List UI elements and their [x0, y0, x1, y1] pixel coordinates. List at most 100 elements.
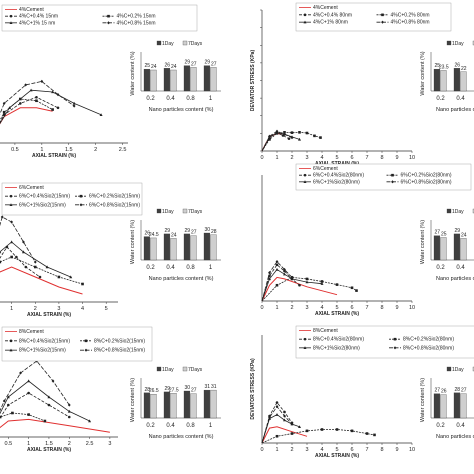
x-tick-label: 1 — [275, 305, 278, 311]
data-point — [373, 433, 376, 437]
x-axis-label: Nano particles content (%) — [436, 434, 474, 440]
bar — [433, 235, 441, 261]
data-point — [365, 432, 369, 435]
x-tick-label: 2 — [290, 305, 293, 311]
data-point — [283, 418, 286, 422]
series-line-2 — [261, 414, 300, 444]
legend-swatch — [182, 366, 188, 372]
x-tick-label: 2 — [94, 147, 97, 153]
data-point — [47, 403, 51, 407]
data-point — [24, 265, 28, 269]
legend-marker — [9, 14, 13, 18]
legend-label: 6%C+0.4%Sio2(80nm) — [313, 173, 364, 179]
bar-value-label: 26 — [454, 62, 460, 68]
legend-label: 8%C+0.4%Sio2(80nm) — [313, 337, 364, 343]
data-point — [56, 93, 60, 97]
bar-value-label: 26 — [441, 389, 447, 395]
legend-label: 7Days — [188, 209, 203, 215]
x-tick-label: 2.5 — [86, 441, 94, 447]
data-point — [275, 260, 279, 264]
legend-swatch — [156, 208, 162, 214]
x-tick-label: 5 — [105, 306, 108, 312]
legend-marker — [303, 337, 307, 341]
x-tick-label: 10 — [409, 305, 415, 311]
data-point — [0, 250, 2, 254]
series-line-2 — [0, 89, 102, 125]
data-point — [283, 131, 286, 134]
x-tick-label: 0 — [260, 305, 263, 311]
data-point — [69, 275, 73, 279]
data-point — [51, 90, 55, 94]
legend-marker — [381, 20, 384, 24]
legend-label: 4%Cement — [19, 7, 44, 13]
legend-swatch — [182, 40, 188, 46]
data-point — [305, 429, 309, 433]
category-label: 0.4 — [166, 423, 175, 429]
x-axis-label: AXIAL STRAIN (%) — [32, 153, 76, 159]
bar — [190, 235, 197, 261]
x-tick-label: 5 — [335, 447, 338, 453]
bar — [433, 68, 441, 92]
legend-label: 4%C+0.4% 15nm — [19, 14, 58, 20]
data-point — [275, 404, 279, 409]
legend-swatch — [156, 40, 162, 46]
x-tick-label: 1 — [275, 447, 278, 453]
category-label: 0.2 — [146, 423, 155, 429]
legend-label: 6%C+0.4%Sio2(15nm) — [19, 194, 70, 200]
bar — [440, 237, 447, 261]
bar — [163, 233, 171, 261]
bar — [203, 65, 211, 92]
bar-value-label: 29 — [164, 386, 170, 392]
x-tick-label: 7 — [365, 155, 368, 161]
series-line-0 — [261, 426, 308, 444]
data-point — [275, 263, 279, 267]
series-line-3 — [0, 412, 46, 422]
data-point — [275, 434, 279, 438]
data-point — [298, 283, 301, 287]
bar-value-label: 27.5 — [169, 387, 179, 393]
series-line-4 — [0, 216, 36, 263]
legend-label: 4%C+0.8% 80nm — [391, 20, 430, 26]
data-point — [29, 88, 33, 92]
legend-marker — [9, 203, 13, 207]
legend-swatch — [446, 40, 452, 46]
data-point — [67, 403, 71, 407]
data-point — [275, 132, 279, 135]
series-line-2 — [0, 241, 71, 278]
x-tick-label: 4 — [320, 155, 323, 161]
bar-value-label: 27 — [434, 230, 440, 236]
x-tick-label: 8 — [380, 447, 383, 453]
data-point — [99, 113, 103, 117]
legend-label: 8%C+0.8%Sio2(15nm) — [94, 348, 145, 354]
data-point — [283, 410, 286, 414]
x-tick-label: 3 — [108, 441, 111, 447]
legend-label: 8%C+0.2%Sio2(80nm) — [403, 337, 454, 343]
legend-label: 6%C+1%Sio2(15nm) — [19, 202, 66, 208]
bar-value-label: 27 — [191, 230, 197, 236]
bar-value-label: 29 — [204, 60, 210, 66]
legend-label: 6%C+0.2%Sio2(15nm) — [89, 194, 140, 200]
bar-value-label: 25 — [441, 232, 447, 238]
legend-label: 4%C+0.2% 80nm — [391, 12, 430, 18]
bar — [143, 236, 151, 261]
data-point — [350, 429, 354, 433]
bar — [170, 69, 177, 92]
bar-value-label: 27 — [191, 388, 197, 394]
data-point — [33, 265, 37, 269]
data-point — [43, 419, 47, 423]
data-point — [275, 413, 279, 416]
x-axis-label: Nano particles content (%) — [149, 107, 214, 113]
data-point — [47, 395, 51, 399]
x-tick-label: 6 — [350, 155, 353, 161]
data-point — [319, 136, 322, 139]
y-axis-label: Water content (%) — [420, 378, 426, 422]
data-point — [290, 131, 294, 134]
series-line-0 — [0, 107, 53, 125]
legend-box — [1, 4, 198, 32]
data-point — [57, 275, 61, 279]
data-point — [305, 277, 309, 281]
bar-value-label: 25 — [144, 63, 150, 69]
category-label: 0.4 — [456, 96, 465, 102]
legend-marker — [9, 194, 13, 198]
